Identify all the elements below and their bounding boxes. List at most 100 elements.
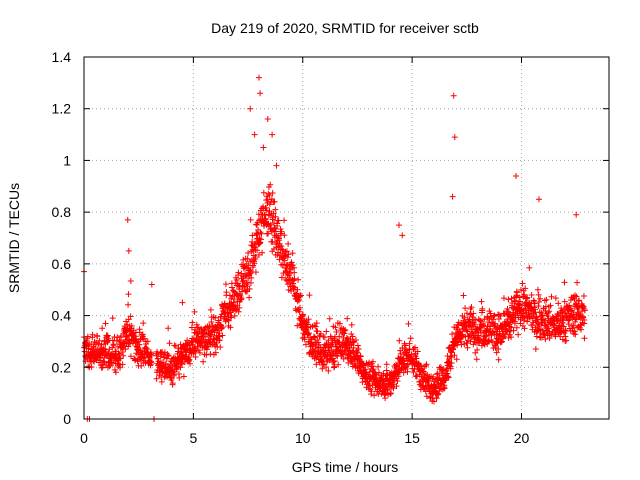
data-point [223,289,230,296]
data-point [510,327,517,334]
data-point [229,284,236,291]
data-point [490,316,497,323]
data-point [213,339,220,346]
data-point [467,338,474,345]
data-point [148,281,155,288]
data-point [371,392,378,399]
data-point [195,324,202,331]
data-point [212,314,219,321]
data-point [100,358,107,365]
data-point [369,358,376,365]
data-point [219,324,226,331]
data-point [317,330,324,337]
data-point [258,230,265,237]
data-point [251,131,258,138]
data-point [342,351,349,358]
data-point [462,305,469,312]
data-point [370,366,377,373]
data-point [153,375,160,382]
data-point [247,216,254,223]
grid-lines [84,57,609,419]
data-point [246,294,253,301]
data-point [508,295,515,302]
data-point [372,371,379,378]
data-point [366,359,373,366]
data-point [110,341,117,348]
data-point [293,290,300,297]
data-point [375,363,382,370]
data-point [330,359,337,366]
data-point [394,378,401,385]
data-point [515,331,522,338]
data-point [175,344,182,351]
data-point [263,207,270,214]
data-point [369,363,376,370]
data-point [272,206,279,213]
data-point [233,276,240,283]
data-point [266,192,273,199]
data-point [286,270,293,277]
data-point [464,344,471,351]
data-point [516,294,523,301]
data-point [493,349,500,356]
data-point [273,162,280,169]
data-point [269,238,276,245]
data-point [336,320,343,327]
data-point [508,334,515,341]
data-point [312,323,319,330]
data-point [546,335,553,342]
data-point [535,298,542,305]
data-point [215,327,222,334]
data-point [542,317,549,324]
data-point [521,291,528,298]
data-point [85,345,92,352]
data-point [330,364,337,371]
data-point [430,398,437,405]
data-point [142,359,149,366]
data-point [468,304,475,311]
data-point [296,297,303,304]
data-point [447,353,454,360]
data-point [215,317,222,324]
data-point [418,373,425,380]
data-point [581,316,588,323]
data-point [333,328,340,335]
data-point [255,251,262,258]
axis-ticks: 0 0.2 0.4 0.6 0.8 1 1.2 1.4 0 5 10 15 20 [52,49,609,446]
data-point [289,250,296,257]
data-point [331,363,338,370]
y-tick-label: 1.4 [52,49,72,65]
data-point [517,287,524,294]
data-point [94,333,101,340]
data-point [354,349,361,356]
data-point [555,300,562,307]
data-point [387,391,394,398]
data-point [148,359,155,366]
data-point [581,335,588,342]
data-point [270,210,277,217]
data-point [458,341,465,348]
data-point [477,317,484,324]
data-point [264,116,271,123]
data-point [410,345,417,352]
data-point [264,196,271,203]
data-point [269,131,276,138]
data-point [191,308,198,315]
data-point [497,339,504,346]
data-point [260,189,267,196]
data-point [524,318,531,325]
data-point [220,307,227,314]
data-point [448,349,455,356]
data-point [97,345,104,352]
data-point [305,316,312,323]
data-point [511,298,518,305]
data-point [275,217,282,224]
data-point [252,269,259,276]
data-point [519,280,526,287]
data-point [570,322,577,329]
data-point [335,361,342,368]
data-point [451,352,458,359]
data-point [433,395,440,402]
